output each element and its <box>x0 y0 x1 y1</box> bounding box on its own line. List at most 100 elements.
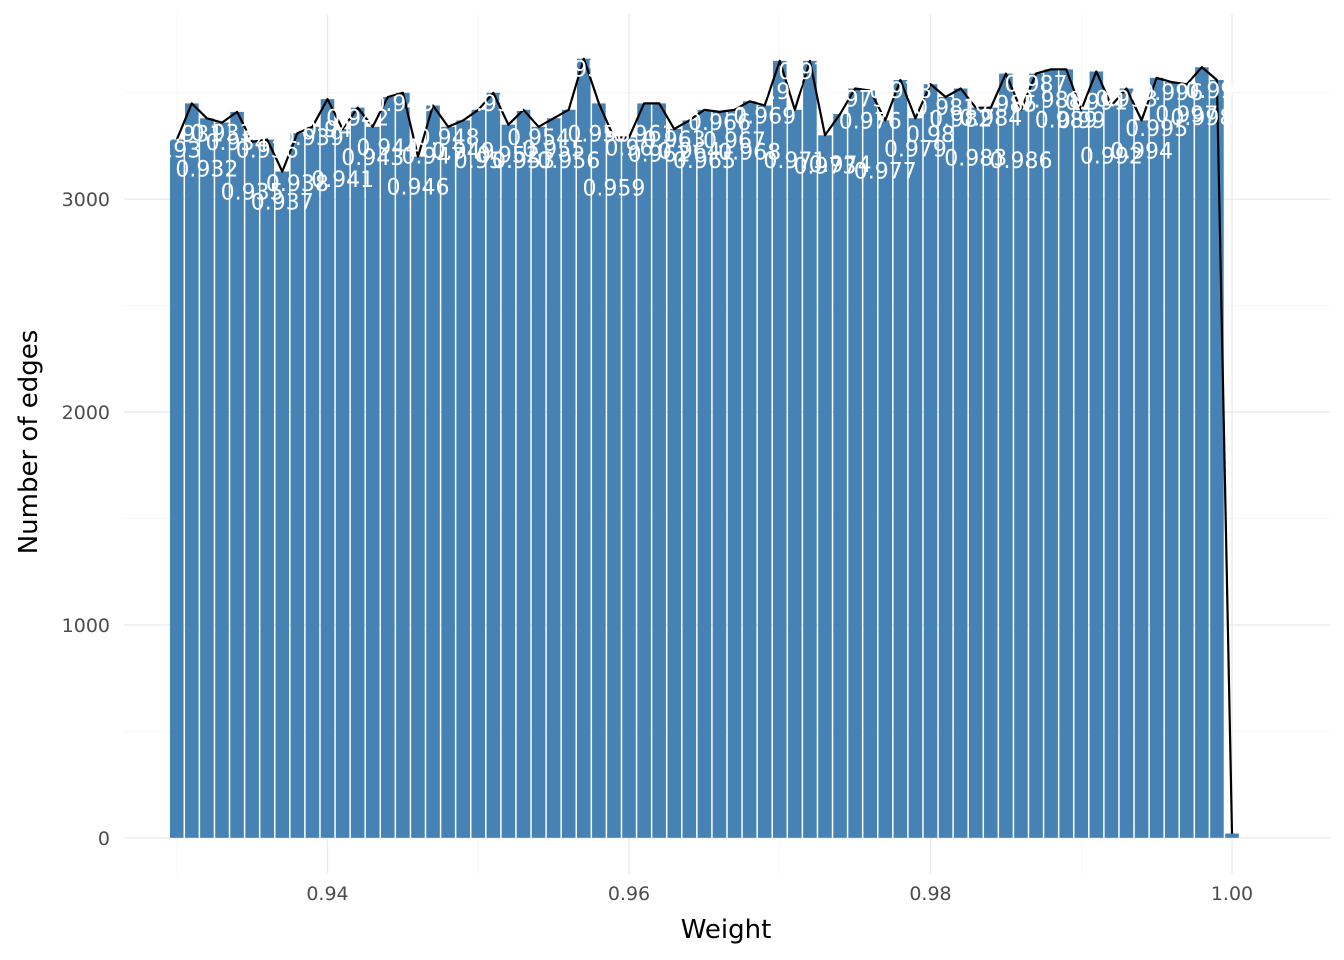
bar-label: 0.939 <box>281 126 344 151</box>
bar-label: 0.992 <box>1080 145 1143 170</box>
bar-labels: 0.930.9310.9320.9330.9340.9350.9360.9370… <box>152 58 1248 216</box>
x-axis-ticks: 0.94 0.96 0.98 1.00 <box>306 883 1253 905</box>
bar <box>546 118 561 838</box>
bar <box>516 109 531 838</box>
bar-label: 0.956 <box>537 149 600 174</box>
bar-label: 0.977 <box>854 159 917 184</box>
bar <box>381 97 395 838</box>
bar-label: 0.989 <box>1035 108 1098 133</box>
x-tick-label: 0.94 <box>306 883 348 905</box>
bar <box>1149 77 1164 838</box>
bar-label: 0.993 <box>1095 88 1158 113</box>
bar <box>169 139 184 838</box>
bar <box>275 171 290 838</box>
bar <box>757 105 772 838</box>
bar-label: 0.974 <box>809 153 872 178</box>
bar <box>320 99 335 838</box>
bar <box>396 92 410 838</box>
y-tick-label: 0 <box>98 828 110 850</box>
bar <box>185 103 199 838</box>
bar <box>486 92 501 838</box>
bar-label: 0.985 <box>974 93 1037 118</box>
y-tick-label: 2000 <box>62 402 110 424</box>
bar <box>441 126 455 838</box>
bar-label: 0.991 <box>1065 90 1128 115</box>
bar <box>1134 120 1149 838</box>
bar <box>652 103 666 838</box>
bar-label: 0.938 <box>266 172 329 197</box>
x-tick-label: 0.98 <box>909 883 951 905</box>
bar <box>426 105 440 838</box>
bar-label: 0.978 <box>869 79 932 104</box>
bar <box>803 60 817 838</box>
bar <box>607 137 621 838</box>
bar-label: 0.932 <box>175 157 238 182</box>
bar <box>1225 833 1239 838</box>
bar <box>335 128 350 838</box>
bar-label: 0.998 <box>1170 106 1233 131</box>
bar-label: 0.98 <box>906 123 955 148</box>
bars <box>169 58 1239 838</box>
bar-label: 0.948 <box>417 126 480 151</box>
bar-label: 0.973 <box>793 154 856 179</box>
bar-label: 0.954 <box>507 126 570 151</box>
bar <box>1029 73 1043 838</box>
bar-label: 0.934 <box>206 131 269 156</box>
bar <box>456 120 470 838</box>
bar-label: 0.941 <box>311 168 374 193</box>
bar-label: 0.997 <box>1155 103 1218 128</box>
bar <box>727 109 742 838</box>
bar <box>411 156 425 838</box>
bar-label: 0.931 <box>160 122 223 147</box>
bar <box>531 126 546 838</box>
bar <box>1210 79 1224 838</box>
bar-label: 0.942 <box>326 107 389 132</box>
frequency-line <box>175 57 1234 834</box>
bar-label: 0.982 <box>929 108 992 133</box>
bar-label: 0.972 <box>778 60 841 85</box>
bar <box>667 128 682 838</box>
bar <box>1180 84 1194 838</box>
bar-label: 0.95 <box>454 149 503 174</box>
bar-label: 0.935 <box>221 181 284 206</box>
bar <box>637 103 651 838</box>
frequency-polyline <box>175 57 1234 834</box>
y-axis-title: Number of edges <box>14 330 44 555</box>
bar-label: 0.945 <box>371 92 434 117</box>
bar <box>577 58 591 838</box>
bar-label: 0.988 <box>1020 88 1083 113</box>
bar-label: 0.995 <box>1125 117 1188 142</box>
bar-label: 0.947 <box>402 145 465 170</box>
bar-label: 0.964 <box>658 139 721 164</box>
bar-label: 0.957 <box>552 58 615 83</box>
bar-label: 0.952 <box>477 144 540 169</box>
bar <box>742 101 757 838</box>
bar-label: 0.953 <box>492 149 555 174</box>
bar <box>230 111 244 838</box>
bar <box>938 97 953 838</box>
bar-label: 0.987 <box>1005 73 1068 98</box>
bar-label: 0.976 <box>839 110 902 135</box>
bar-label: 0.967 <box>703 129 766 154</box>
bar <box>592 103 606 838</box>
bar <box>968 107 983 838</box>
bar <box>1059 69 1073 838</box>
bar-label: 0.959 <box>582 176 645 201</box>
bar-label: 0.969 <box>733 105 796 130</box>
bar <box>305 126 320 838</box>
bar-label: 0.971 <box>763 149 826 174</box>
bar <box>1195 67 1209 838</box>
bar <box>772 60 787 838</box>
bar-label: 0.96 <box>605 136 654 161</box>
bar-label: 0.986 <box>989 149 1052 174</box>
bar-label: 0.961 <box>613 122 676 147</box>
bar-label: 0.963 <box>643 128 706 153</box>
bar-label: 0.981 <box>914 96 977 121</box>
bar <box>1014 109 1028 838</box>
bar-label: 0.968 <box>718 140 781 165</box>
bar <box>1104 105 1119 838</box>
bar-label: 0.996 <box>1140 81 1203 106</box>
bar-label: 0.946 <box>386 176 449 201</box>
bar <box>215 122 229 838</box>
bar-label: 0.962 <box>628 142 691 167</box>
